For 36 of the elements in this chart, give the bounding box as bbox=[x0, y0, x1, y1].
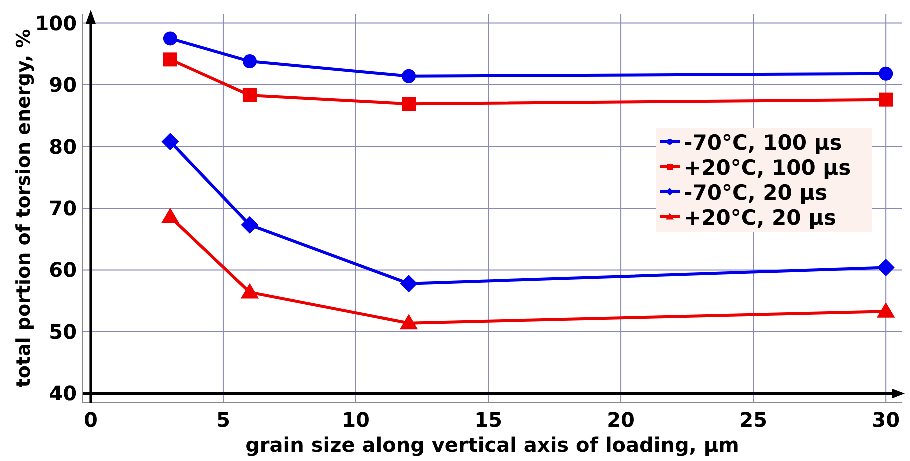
point bbox=[240, 283, 260, 299]
y-tick-label: 80 bbox=[49, 134, 77, 159]
legend-label: -70°C, 20 μs bbox=[684, 181, 828, 205]
point bbox=[400, 314, 418, 330]
point bbox=[402, 69, 416, 84]
y-tick-label: 90 bbox=[49, 73, 77, 98]
point bbox=[241, 216, 259, 234]
legend-label: +20°C, 100 μs bbox=[684, 156, 852, 180]
legend-label: +20°C, 20 μs bbox=[684, 206, 837, 230]
point bbox=[879, 66, 894, 81]
point bbox=[877, 259, 895, 277]
point bbox=[163, 32, 178, 46]
y-tick-label: 70 bbox=[49, 196, 77, 220]
point bbox=[400, 275, 418, 293]
y-axis-title: total portion of torsion energy, % bbox=[13, 29, 35, 388]
point bbox=[162, 133, 180, 151]
x-tick-label: 15 bbox=[474, 408, 502, 432]
point bbox=[402, 97, 416, 112]
point bbox=[161, 208, 180, 224]
y-tick-label: 40 bbox=[49, 382, 77, 406]
point bbox=[879, 92, 894, 107]
x-tick-label: 10 bbox=[342, 408, 370, 432]
x-tick-label: 0 bbox=[84, 408, 98, 432]
point bbox=[242, 54, 257, 69]
x-tick-label: 25 bbox=[740, 408, 768, 432]
y-tick-label: 60 bbox=[49, 258, 77, 282]
x-axis-title: grain size along vertical axis of loading, μm bbox=[246, 433, 740, 457]
point bbox=[242, 88, 257, 103]
x-tick-label: 30 bbox=[872, 408, 900, 432]
x-tick-label: 5 bbox=[216, 408, 230, 432]
legend-label: -70°C, 100 μs bbox=[684, 131, 842, 155]
point bbox=[876, 302, 896, 318]
y-tick-label: 100 bbox=[35, 11, 77, 36]
x-tick-label: 20 bbox=[607, 408, 635, 432]
y-tick-label: 50 bbox=[49, 320, 77, 344]
point bbox=[163, 52, 178, 67]
